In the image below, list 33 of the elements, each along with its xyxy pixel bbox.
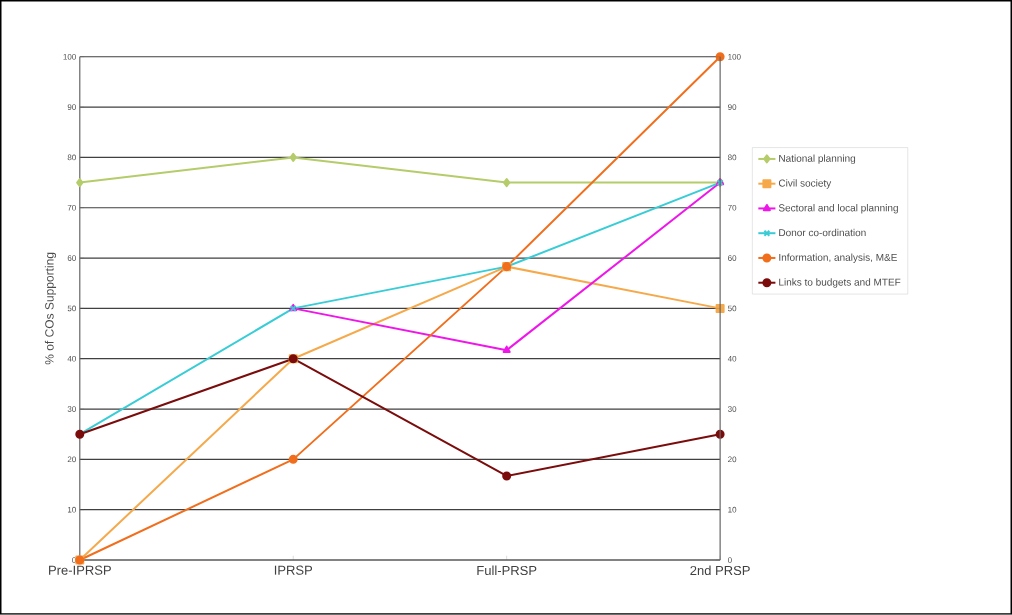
legend-label: Donor co-ordination xyxy=(779,228,866,237)
y2-tick-label: 90 xyxy=(728,104,737,111)
y-axis-title: % of COs Supporting xyxy=(44,252,57,365)
legend-label: National planning xyxy=(779,154,856,164)
x-tick-label: Full-PRSP xyxy=(477,565,537,576)
y2-tick-label: 70 xyxy=(728,205,737,211)
x-tick-label: Pre-IPRSP xyxy=(49,565,111,575)
y2-tick-label: 60 xyxy=(728,255,737,261)
y-tick-label: 0 xyxy=(72,557,76,563)
y-tick-label: 50 xyxy=(67,305,76,312)
y-tick-label: 60 xyxy=(67,255,76,261)
x-tick-label: IPRSP xyxy=(274,565,313,575)
y-tick-label: 20 xyxy=(67,456,76,463)
y2-tick-label: 30 xyxy=(727,406,737,412)
y2-tick-label: 50 xyxy=(727,305,737,312)
legend-label: Civil society xyxy=(778,179,832,189)
y2-tick-label: 100 xyxy=(728,54,741,60)
y-tick-label: 100 xyxy=(63,54,76,60)
legend-label: Links to budgets and MTEF xyxy=(779,278,901,288)
y-tick-label: 10 xyxy=(67,506,76,513)
y-tick-label: 70 xyxy=(67,205,76,211)
legend-label: Sectoral and local planning xyxy=(778,204,898,214)
y2-tick-label: 20 xyxy=(728,456,737,463)
y-tick-label: 40 xyxy=(67,355,76,362)
y2-tick-label: 10 xyxy=(728,506,737,513)
y2-tick-label: 80 xyxy=(728,154,737,161)
y2-tick-label: 40 xyxy=(727,355,737,362)
x-tick-label: 2nd PRSP xyxy=(690,565,750,576)
y-tick-label: 90 xyxy=(67,104,76,111)
legend-label: Information, analysis, M&E xyxy=(779,253,897,263)
y-tick-label: 80 xyxy=(67,154,76,161)
y2-tick-label: 0 xyxy=(727,557,732,563)
y-tick-label: 30 xyxy=(67,406,76,412)
